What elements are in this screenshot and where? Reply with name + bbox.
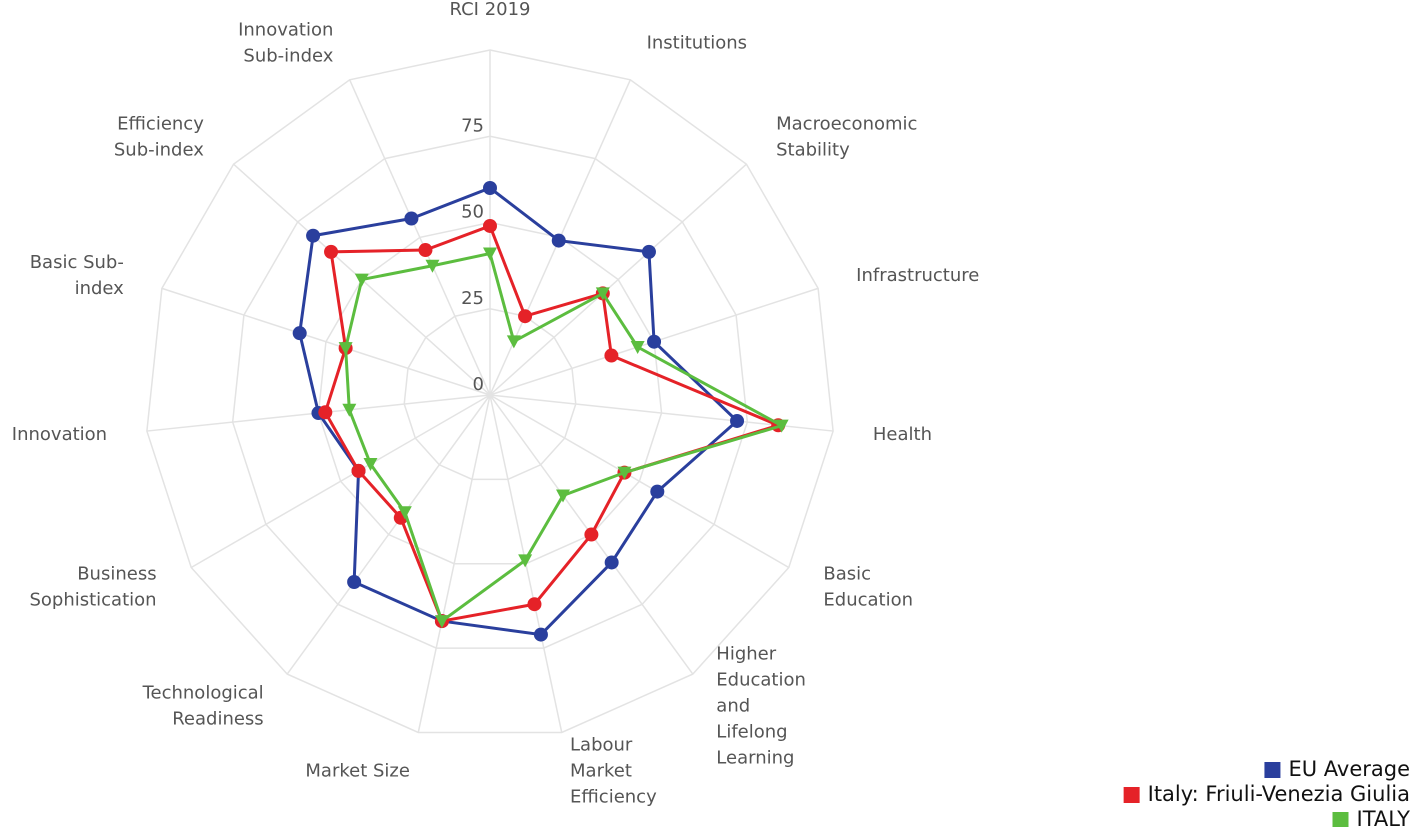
category-label: Sub-index [114, 139, 204, 160]
point [551, 233, 566, 248]
grid-ring [317, 221, 663, 565]
point [425, 259, 440, 273]
point [418, 243, 433, 258]
category-label: Business [77, 564, 156, 585]
series-line [344, 251, 786, 624]
r-tick-label: 0 [473, 374, 484, 395]
point [318, 405, 333, 420]
point [483, 218, 497, 233]
category-label: Innovation [238, 19, 333, 40]
category-label: Technological [142, 682, 264, 703]
point [306, 228, 321, 243]
point [292, 326, 307, 341]
category-label: Innovation [12, 424, 107, 445]
r-tick-label: 50 [461, 202, 484, 223]
category-label: Stability [776, 139, 850, 160]
category-label: Sophistication [29, 590, 156, 611]
point [604, 555, 619, 570]
grid-ring [146, 49, 834, 734]
point [342, 403, 357, 417]
spoke [489, 163, 747, 396]
series-line [298, 186, 740, 637]
category-label: index [75, 278, 125, 299]
spoke [489, 394, 790, 569]
category-label: Readiness [172, 708, 263, 729]
spoke [190, 394, 491, 569]
category-label: Market Size [305, 761, 410, 782]
category-label: Basic Sub- [30, 252, 124, 273]
series-line [323, 224, 783, 623]
point [338, 342, 353, 356]
category-label: Education [823, 590, 913, 611]
point [556, 489, 571, 503]
category-label: RCI 2019 [449, 0, 530, 20]
point [774, 419, 789, 433]
point [354, 273, 369, 287]
point [483, 247, 497, 261]
spoke [286, 394, 491, 675]
point [533, 627, 548, 642]
category-label: Health [873, 424, 932, 445]
category-label: Macroeconomic [776, 113, 917, 134]
point [506, 335, 521, 349]
point [347, 575, 362, 590]
category-label: Higher [716, 643, 776, 664]
category-label: Institutions [647, 32, 747, 53]
category-label: Sub-index [243, 45, 333, 66]
point [650, 484, 665, 499]
category-label: Infrastructure [856, 265, 979, 286]
category-label: Efficiency [117, 113, 204, 134]
point [351, 463, 366, 478]
grid-ring [403, 307, 577, 481]
legend-label: ITALY [1357, 807, 1411, 827]
point [617, 466, 632, 480]
legend-swatch [1264, 762, 1281, 778]
category-label: Labour [570, 735, 633, 756]
point [434, 615, 449, 629]
point [527, 597, 542, 612]
legend-label: Italy: Friuli-Venezia Giulia [1148, 782, 1410, 806]
category-label: Learning [716, 747, 794, 768]
point [404, 211, 419, 226]
point [324, 244, 339, 259]
spoke [161, 287, 491, 396]
spoke [417, 394, 491, 733]
category-label: and [716, 695, 750, 716]
r-tick-label: 75 [461, 115, 484, 136]
r-tick-label: 25 [461, 288, 484, 309]
point [604, 348, 619, 363]
point [518, 554, 533, 568]
point [630, 341, 645, 355]
legend-swatch [1332, 812, 1349, 827]
category-label: Basic [823, 564, 871, 585]
spoke [348, 79, 491, 396]
point [647, 334, 662, 349]
point [730, 413, 745, 428]
category-label: Education [716, 669, 806, 690]
category-label: Lifelong [716, 721, 787, 742]
grid-ring [231, 135, 749, 649]
point [483, 181, 497, 195]
category-label: Efficiency [570, 787, 657, 808]
legend-swatch [1123, 787, 1140, 803]
point [595, 287, 610, 301]
point [397, 506, 412, 520]
point [584, 527, 599, 542]
point [518, 309, 533, 324]
legend-label: EU Average [1288, 757, 1410, 781]
point [363, 458, 378, 471]
category-label: Market [570, 761, 632, 782]
point [641, 244, 656, 259]
